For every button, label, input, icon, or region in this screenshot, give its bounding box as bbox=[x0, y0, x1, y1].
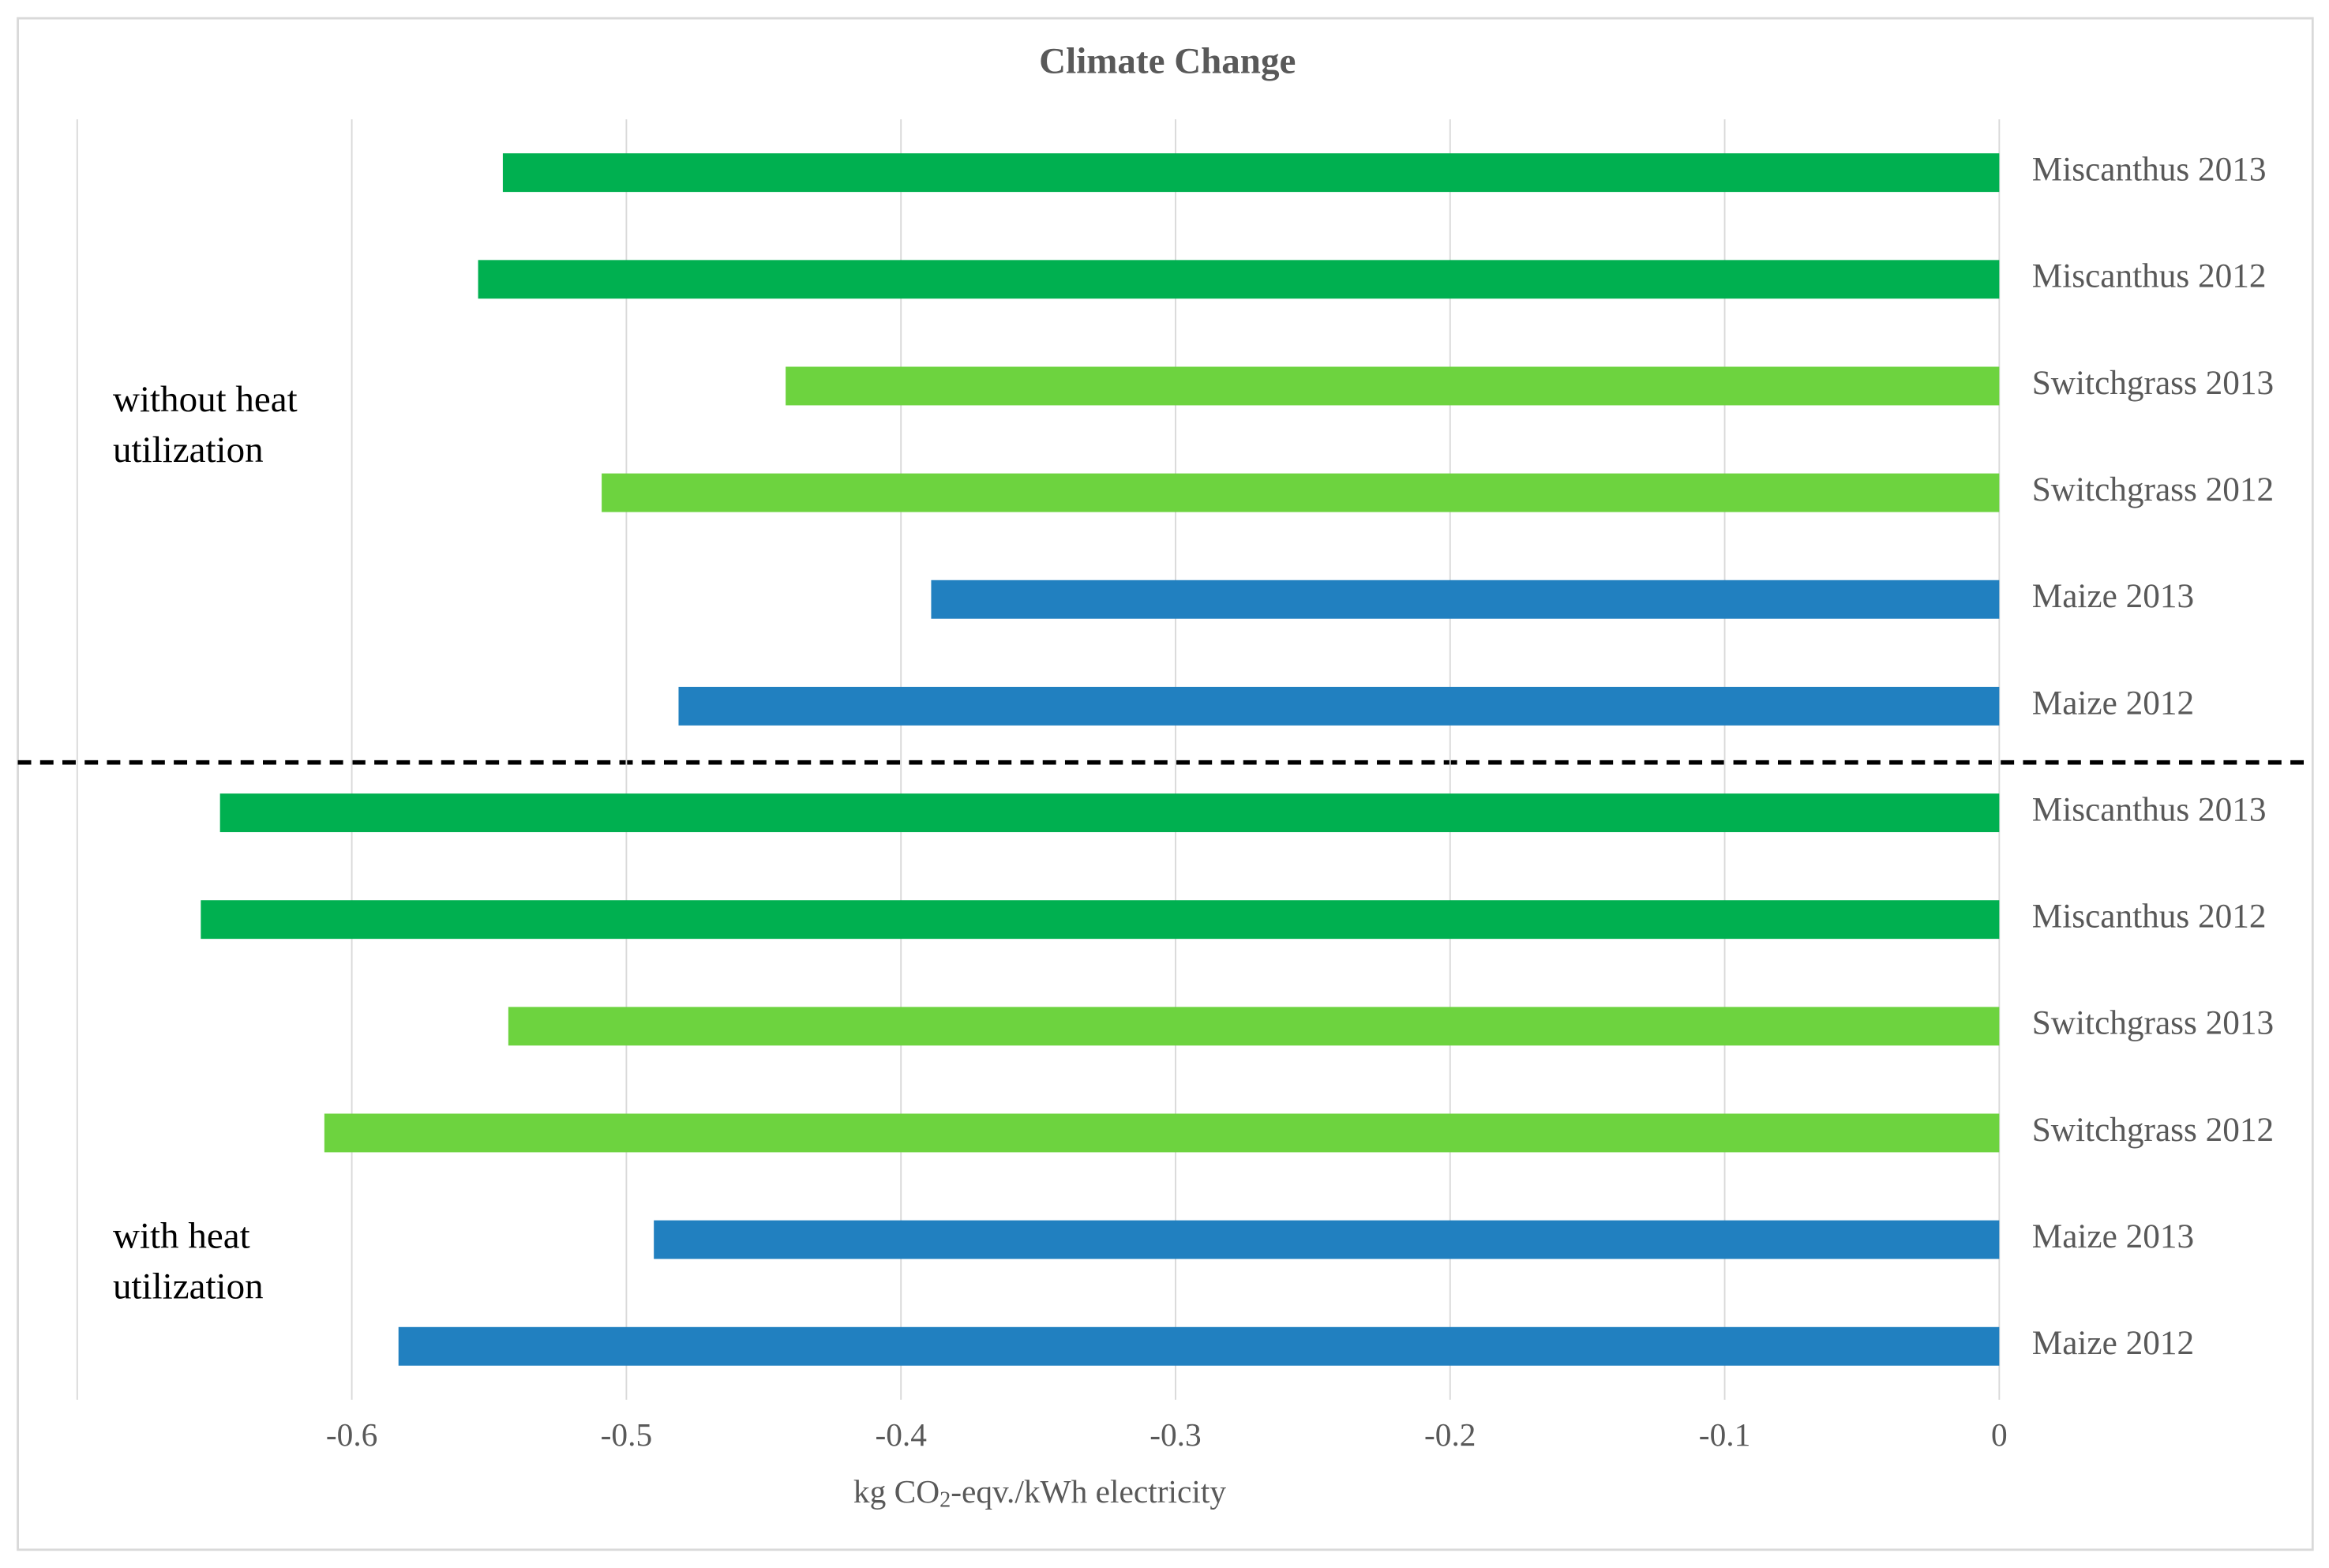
chart-frame bbox=[17, 17, 2314, 1551]
chart-title: Climate Change bbox=[1039, 40, 1296, 81]
group-annotation: utilization bbox=[113, 1266, 264, 1307]
bar bbox=[219, 793, 2000, 832]
category-label: Maize 2012 bbox=[2032, 684, 2194, 722]
x-tick-label: -0.1 bbox=[1699, 1416, 1751, 1453]
x-axis-label: kg CO2-eqv./kWh electricity bbox=[853, 1473, 1226, 1513]
category-label: Switchgrass 2013 bbox=[2032, 364, 2274, 402]
category-label: Miscanthus 2013 bbox=[2032, 790, 2267, 828]
bar bbox=[786, 366, 2000, 406]
x-tick-label: -0.5 bbox=[601, 1416, 652, 1453]
category-label: Maize 2013 bbox=[2032, 577, 2194, 615]
category-label: Miscanthus 2012 bbox=[2032, 898, 2267, 936]
bar bbox=[478, 260, 2000, 299]
bar bbox=[602, 473, 2000, 512]
x-tick-label: 0 bbox=[1991, 1416, 2008, 1453]
bar bbox=[502, 153, 2000, 193]
x-label-part: -eqv./kWh electricity bbox=[951, 1473, 1226, 1510]
category-label: Maize 2012 bbox=[2032, 1324, 2194, 1362]
x-tick-label: -0.6 bbox=[326, 1416, 377, 1453]
bar bbox=[678, 686, 2000, 726]
x-tick-label: -0.2 bbox=[1424, 1416, 1476, 1453]
x-label-sub: 2 bbox=[939, 1488, 951, 1513]
category-label: Maize 2013 bbox=[2032, 1217, 2194, 1255]
x-label-part: kg CO bbox=[853, 1473, 939, 1510]
bar bbox=[201, 900, 2000, 940]
x-tick-label: -0.3 bbox=[1149, 1416, 1202, 1453]
bar bbox=[654, 1220, 2000, 1259]
group-annotation: utilization bbox=[113, 430, 264, 471]
category-label: Switchgrass 2012 bbox=[2032, 1111, 2274, 1149]
category-label: Switchgrass 2012 bbox=[2032, 471, 2274, 508]
group-annotation: with heat bbox=[113, 1215, 250, 1256]
bar bbox=[398, 1326, 2000, 1366]
bar bbox=[324, 1113, 2000, 1153]
group-annotation: without heat bbox=[113, 379, 298, 420]
bar bbox=[931, 580, 2000, 619]
category-label: Miscanthus 2012 bbox=[2032, 257, 2267, 295]
bar bbox=[508, 1007, 2000, 1046]
category-label: Miscanthus 2013 bbox=[2032, 151, 2267, 189]
x-tick-label: -0.4 bbox=[875, 1416, 927, 1453]
category-label: Switchgrass 2013 bbox=[2032, 1004, 2274, 1042]
